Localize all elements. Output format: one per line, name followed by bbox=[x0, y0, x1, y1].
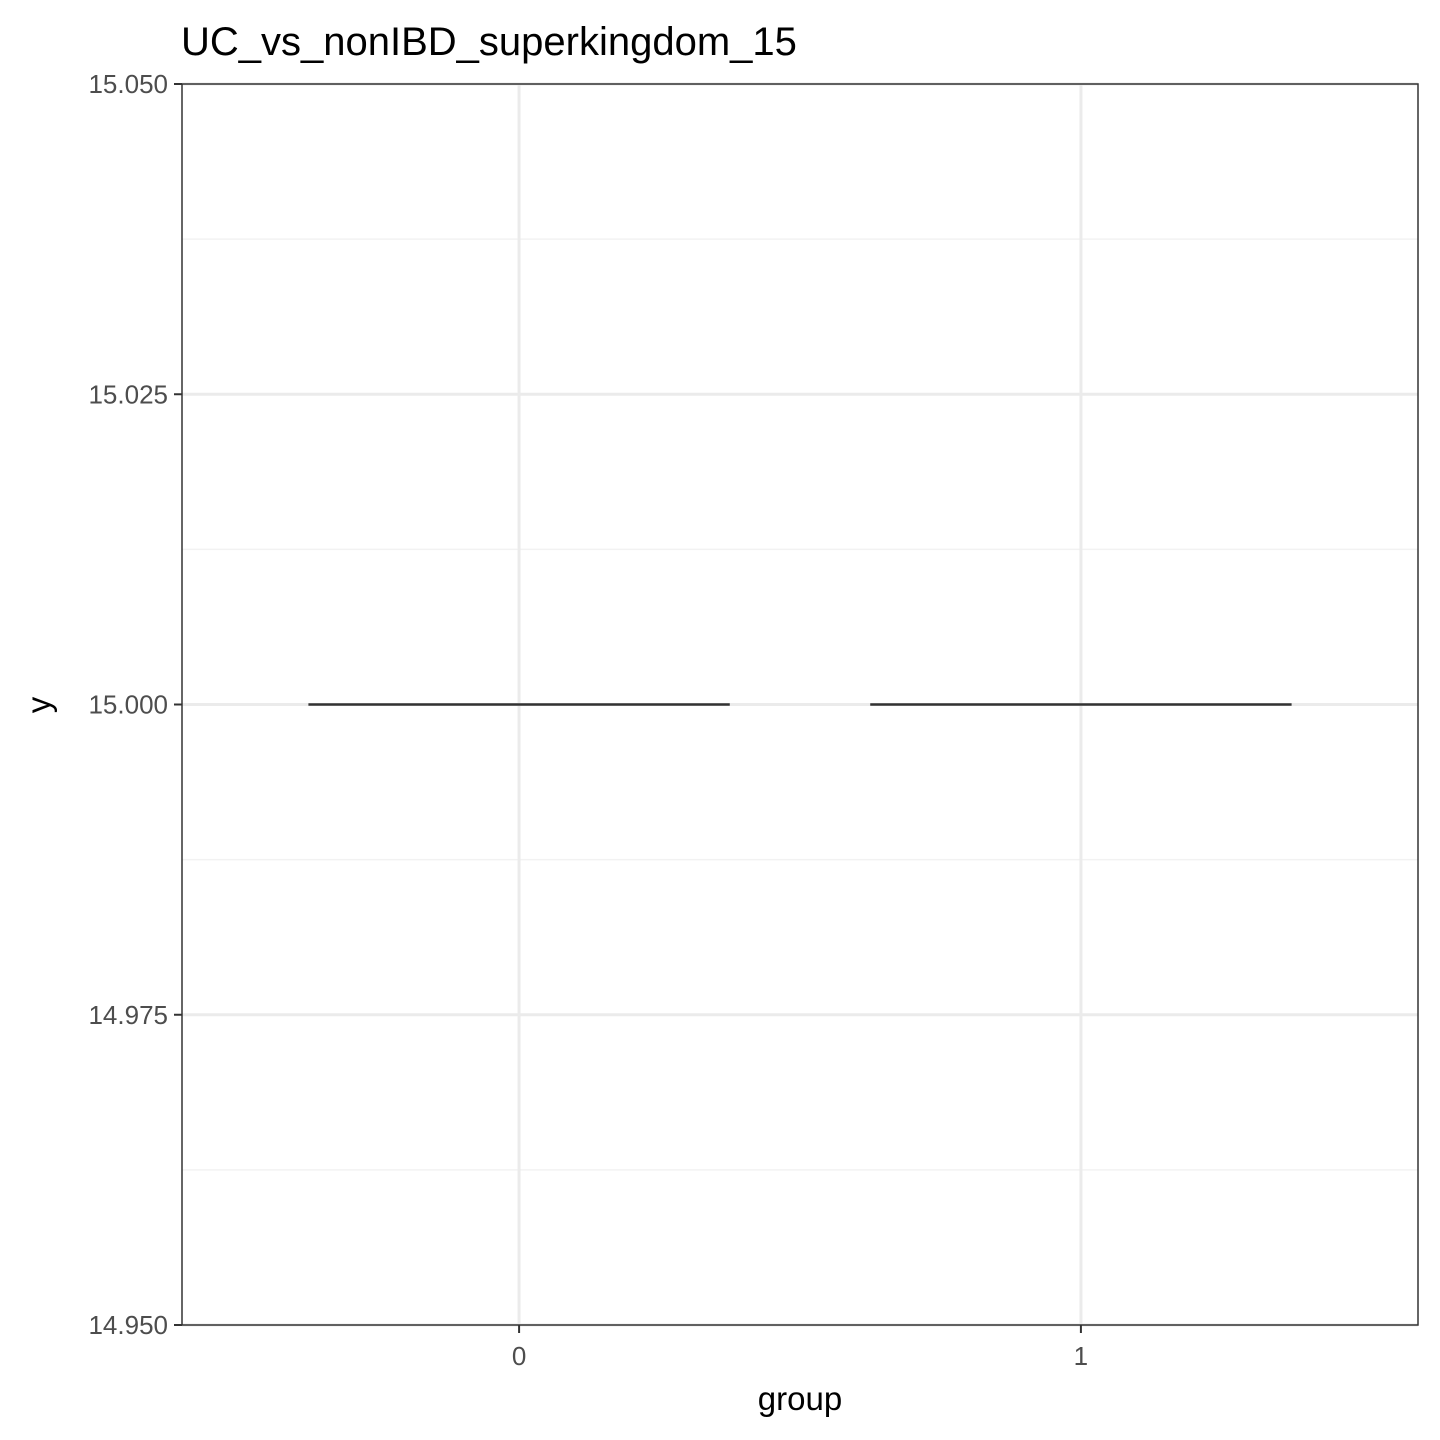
y-axis: 14.950 14.975 15.000 15.025 15.050 bbox=[88, 69, 182, 1340]
x-tick-label: 1 bbox=[1074, 1341, 1088, 1371]
y-axis-title: y bbox=[20, 696, 57, 713]
y-tick-label: 15.025 bbox=[88, 379, 168, 409]
chart-title: UC_vs_nonIBD_superkingdom_15 bbox=[181, 20, 797, 64]
y-tick-label: 14.950 bbox=[88, 1310, 168, 1340]
y-tick-label: 15.000 bbox=[88, 690, 168, 720]
x-axis-title: group bbox=[758, 1380, 842, 1417]
x-tick-label: 0 bbox=[512, 1341, 526, 1371]
y-tick-label: 14.975 bbox=[88, 1000, 168, 1030]
y-tick-label: 15.050 bbox=[88, 69, 168, 99]
minor-gridlines bbox=[182, 238, 1418, 1171]
